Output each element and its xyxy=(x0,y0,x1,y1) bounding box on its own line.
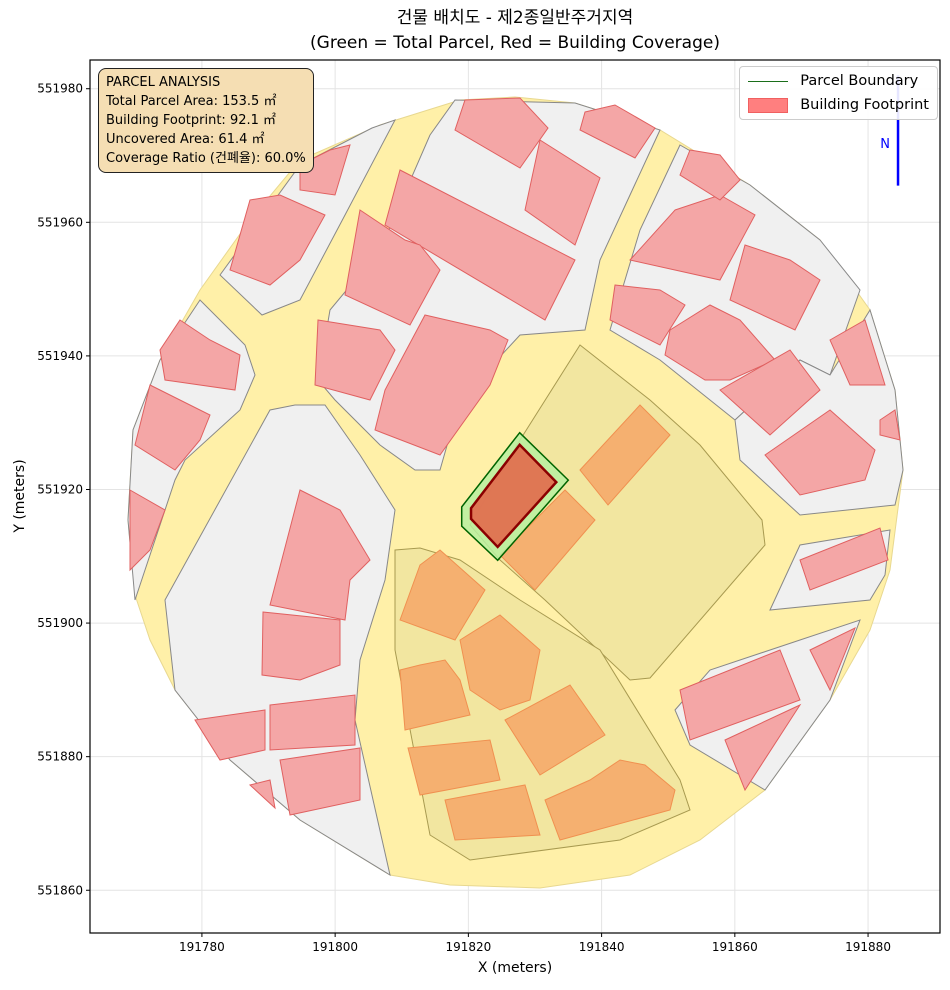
neighbor-building xyxy=(679,649,801,741)
legend-item-building: Building Footprint xyxy=(748,95,929,115)
block-building xyxy=(579,404,671,506)
legend-label: Parcel Boundary xyxy=(800,73,919,89)
neighbor-building xyxy=(809,626,856,692)
chart-title: 건물 배치도 - 제2종일반주거지역 xyxy=(396,8,634,28)
neighbor-building xyxy=(679,149,741,201)
legend-item-parcel: Parcel Boundary xyxy=(748,71,929,91)
y-tick-label: 551980 xyxy=(37,82,83,96)
neighbor-building xyxy=(384,169,576,321)
y-tick-label: 551920 xyxy=(37,482,83,496)
neighbor-building xyxy=(248,779,276,810)
legend: Parcel Boundary Building Footprint xyxy=(739,66,938,120)
neighbor-building xyxy=(829,319,886,386)
neighbor-building xyxy=(799,527,889,591)
y-tick-label: 551860 xyxy=(37,883,83,897)
neighbor-building xyxy=(314,319,396,401)
y-axis-label: Y (meters) xyxy=(12,459,28,533)
legend-label: Building Footprint xyxy=(800,97,929,113)
neighbor-building xyxy=(134,384,211,471)
neighbor-building xyxy=(229,194,326,286)
x-axis-label: X (meters) xyxy=(477,960,553,976)
block-building xyxy=(399,659,471,731)
neighbor-building xyxy=(879,409,901,441)
neighbor-building xyxy=(579,104,656,159)
neighbor-building xyxy=(664,304,776,381)
neighbor-building xyxy=(609,284,686,346)
x-tick-label: 191800 xyxy=(312,940,358,954)
block-building xyxy=(544,759,676,841)
neighbor-building xyxy=(629,194,756,281)
y-tick-label: 551940 xyxy=(37,349,83,363)
north-arrow-label: N xyxy=(880,137,890,152)
neighbor-building xyxy=(299,144,351,196)
info-uncovered: Uncovered Area: 61.4 ㎡ xyxy=(106,132,265,147)
building-patch-swatch xyxy=(748,97,789,113)
y-tick-label: 551960 xyxy=(37,215,83,229)
neighbor-building xyxy=(279,747,361,816)
neighbor-building xyxy=(374,314,509,456)
neighbor-building xyxy=(344,209,441,326)
info-building-footprint: Building Footprint: 92.1 ㎡ xyxy=(106,113,277,128)
x-tick-label: 191880 xyxy=(845,940,891,954)
x-tick-label: 191860 xyxy=(712,940,758,954)
block-building xyxy=(444,784,541,841)
block-building xyxy=(504,684,606,776)
parcel-layer: N xyxy=(460,75,900,562)
block-building xyxy=(407,739,501,796)
parcel-line-swatch xyxy=(748,80,789,82)
axes-frame xyxy=(89,59,941,934)
x-tick-label: 191840 xyxy=(579,940,625,954)
target-building-footprint xyxy=(469,442,559,549)
info-heading: PARCEL ANALYSIS xyxy=(106,75,221,90)
neighbor-building xyxy=(454,97,549,169)
neighbor-building xyxy=(724,703,802,792)
neighbor-building xyxy=(524,139,601,246)
info-coverage-ratio: Coverage Ratio (건폐율): 60.0% xyxy=(106,151,306,166)
neighbor-building xyxy=(729,244,821,331)
block-building xyxy=(499,489,596,591)
chart-subtitle: (Green = Total Parcel, Red = Building Co… xyxy=(310,33,720,53)
y-tick-label: 551880 xyxy=(37,750,83,764)
block-building xyxy=(399,549,486,641)
neighbor-building xyxy=(764,409,876,496)
block-building xyxy=(459,614,541,711)
neighbor-building xyxy=(719,349,821,436)
x-tick-label: 191820 xyxy=(445,940,491,954)
y-tick-label: 551900 xyxy=(37,616,83,630)
neighbor-building xyxy=(261,611,341,681)
axis-ticks: 191780 191800 191820 191840 191860 191880 5518… xyxy=(37,82,891,954)
x-tick-label: 191780 xyxy=(179,940,225,954)
neighbor-building xyxy=(194,709,266,761)
neighbor-building xyxy=(159,319,241,391)
neighbor-building xyxy=(269,489,371,621)
neighbor-building xyxy=(129,489,166,572)
info-total-parcel: Total Parcel Area: 153.5 ㎡ xyxy=(106,94,277,109)
parcel-analysis-box: PARCEL ANALYSIS Total Parcel Area: 153.5… xyxy=(98,68,314,173)
neighbor-building xyxy=(269,694,356,751)
